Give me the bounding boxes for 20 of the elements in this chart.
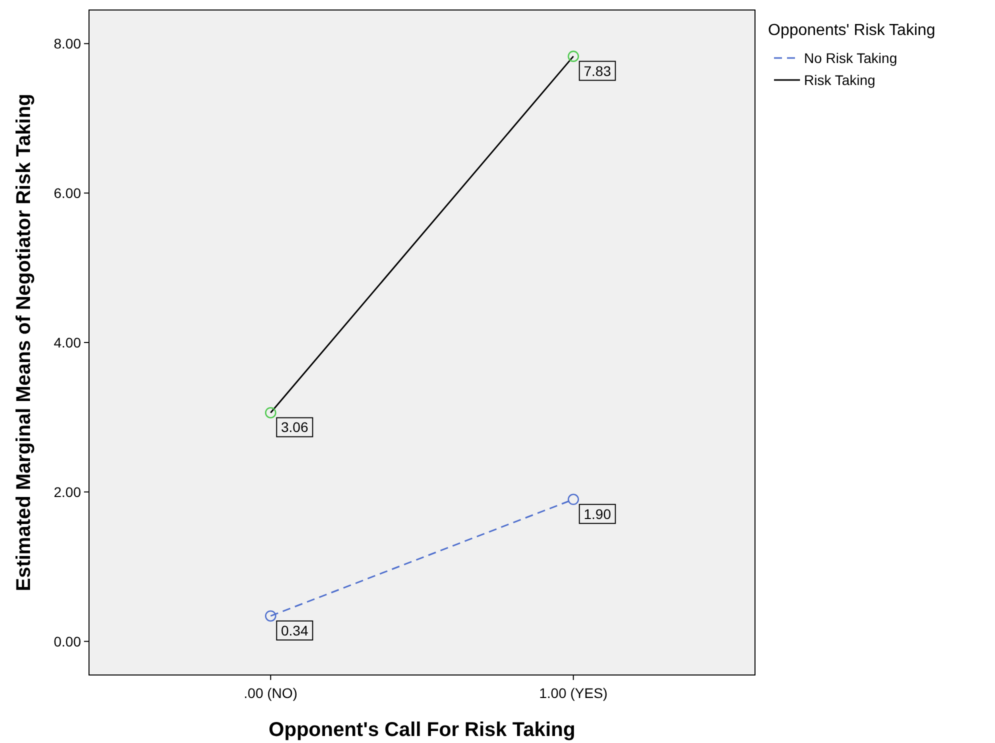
y-tick-label: 8.00: [54, 36, 82, 52]
point: [264, 407, 276, 418]
y-tick-label: 6.00: [54, 185, 82, 202]
x-tick-label: 1.00 (YES): [539, 685, 608, 701]
x-tick-label: .00 (NO): [244, 685, 298, 701]
legend-label: No Risk Taking: [804, 50, 898, 66]
data-label: 0.34: [281, 622, 308, 638]
point: [264, 610, 276, 622]
data-label: 7.83: [584, 62, 612, 79]
y-tick-label: 2.00: [54, 484, 82, 500]
y-tick-label: 4.00: [54, 334, 82, 350]
data-label: 1.90: [584, 506, 612, 522]
data-label: 3.06: [281, 419, 308, 436]
point: [568, 50, 580, 62]
point: [568, 494, 580, 506]
legend-title: Opponents' Risk Taking: [768, 22, 936, 39]
y-tick-label: 0.00: [54, 633, 82, 650]
y-axis-title: Estimated Marginal Means of Negotiator Risk Taking: [13, 94, 35, 592]
x-axis-title: Opponent's Call For Risk Taking: [268, 719, 576, 741]
legend-label: Risk Taking: [804, 72, 876, 88]
